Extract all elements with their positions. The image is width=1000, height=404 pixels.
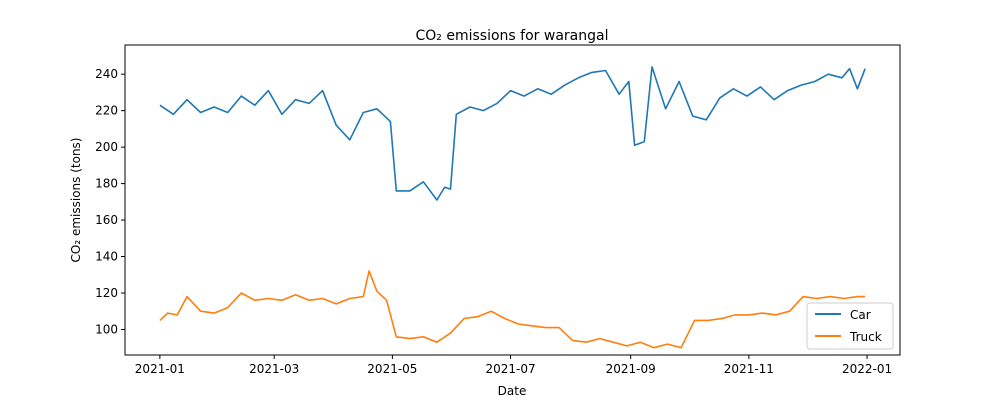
y-tick-label: 100	[95, 322, 118, 336]
x-tick-label: 2021-11	[724, 362, 774, 376]
y-tick-label: 240	[95, 67, 118, 81]
y-tick-label: 160	[95, 213, 118, 227]
x-axis-label: Date	[498, 384, 527, 398]
x-tick-label: 2021-07	[485, 362, 535, 376]
chart-title: CO₂ emissions for warangal	[416, 28, 609, 44]
y-tick-label: 220	[95, 104, 118, 118]
y-tick-label: 200	[95, 140, 118, 154]
x-tick-label: 2022-01	[842, 362, 892, 376]
legend-car-label: Car	[850, 308, 871, 322]
series-line-car	[159, 66, 866, 201]
x-tick-label: 2021-05	[367, 362, 417, 376]
series-line-truck	[159, 270, 866, 349]
y-tick-label: 180	[95, 177, 118, 191]
series-layer	[159, 66, 866, 349]
axes-layer: 2021-01 2021-03 2021-05 2021-07 2021-09 2021-…	[95, 67, 892, 376]
plot-frame	[124, 44, 901, 356]
x-tick-label: 2021-01	[135, 362, 185, 376]
legend-truck-label: Truck	[849, 330, 882, 344]
y-axis-label: CO₂ emissions (tons)	[69, 138, 83, 263]
legend: Car Truck	[806, 302, 894, 350]
x-tick-label: 2021-03	[249, 362, 299, 376]
y-tick-label: 120	[95, 286, 118, 300]
x-tick-label: 2021-09	[606, 362, 656, 376]
y-tick-label: 140	[95, 250, 118, 264]
